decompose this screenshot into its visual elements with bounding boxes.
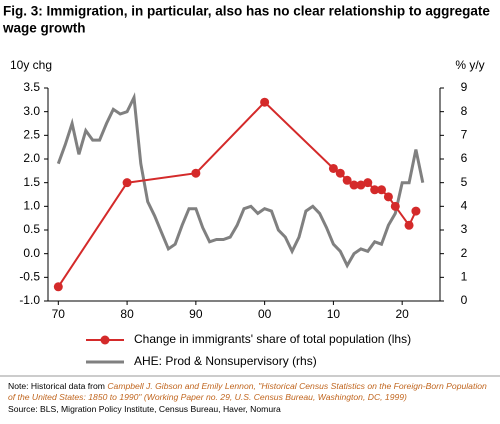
y-tick-label: 3.0 (23, 104, 40, 118)
y2-tick-label: 2 (461, 246, 468, 260)
y-tick-label: 3.5 (23, 80, 40, 94)
point (349, 180, 359, 190)
point (390, 201, 400, 211)
y2-tick-label: 8 (461, 104, 468, 118)
y-axis-label: 10y chg (10, 58, 52, 72)
y-tick-label: 1.0 (23, 199, 40, 213)
y-tick-label: 0.5 (23, 222, 40, 236)
point (335, 168, 345, 178)
x-tick-label: 20 (395, 307, 409, 321)
y-tick-label: 0.0 (23, 246, 40, 260)
x-tick-label: 10 (327, 307, 341, 321)
point (191, 168, 201, 178)
y2-tick-label: 1 (461, 270, 468, 284)
y-tick-label: 2.0 (23, 151, 40, 165)
point (363, 178, 373, 188)
series-line (57, 100, 417, 288)
x-tick-label: 00 (258, 307, 272, 321)
chart-title: wage growth (2, 21, 86, 36)
y-tick-label: -0.5 (19, 270, 40, 284)
point (260, 97, 270, 107)
legend-label: AHE: Prod & Nonsupervisory (rhs) (134, 354, 317, 368)
y-tick-label: -1.0 (19, 293, 40, 307)
y2-tick-label: 0 (461, 293, 468, 307)
point (53, 282, 63, 292)
legend-marker (100, 335, 110, 345)
y2-tick-label: 3 (461, 222, 468, 236)
x-tick-label: 80 (120, 307, 134, 321)
y2-tick-label: 6 (461, 151, 468, 165)
y2-tick-label: 5 (461, 175, 468, 189)
point (356, 180, 366, 190)
note-citation[interactable]: Campbell J. Gibson and Emily Lennon, "Hi… (8, 381, 487, 403)
note-prefix: Note: Historical data from (8, 381, 108, 391)
point (122, 178, 132, 188)
chart-title: Fig. 3: Immigration, in particular, also… (3, 4, 490, 19)
source: Source: BLS, Migration Policy Institute,… (8, 403, 281, 414)
point (342, 175, 352, 185)
y-tick-label: 1.5 (23, 175, 40, 189)
point (411, 206, 421, 216)
x-tick-label: 90 (189, 307, 203, 321)
point (370, 185, 380, 195)
point (328, 163, 338, 173)
y2-tick-label: 9 (461, 80, 468, 94)
notes: Note: Historical data from Campbell J. G… (8, 381, 494, 415)
legend-label: Change in immigrants' share of total pop… (134, 332, 411, 346)
y2-tick-label: 7 (461, 128, 468, 142)
y-tick-label: 2.5 (23, 128, 40, 142)
x-tick-label: 70 (52, 307, 66, 321)
point (377, 185, 387, 195)
point (404, 220, 414, 230)
y2-axis-label: % y/y (455, 58, 484, 72)
point (383, 192, 393, 202)
series-line (56, 92, 425, 269)
y2-tick-label: 4 (461, 199, 468, 213)
